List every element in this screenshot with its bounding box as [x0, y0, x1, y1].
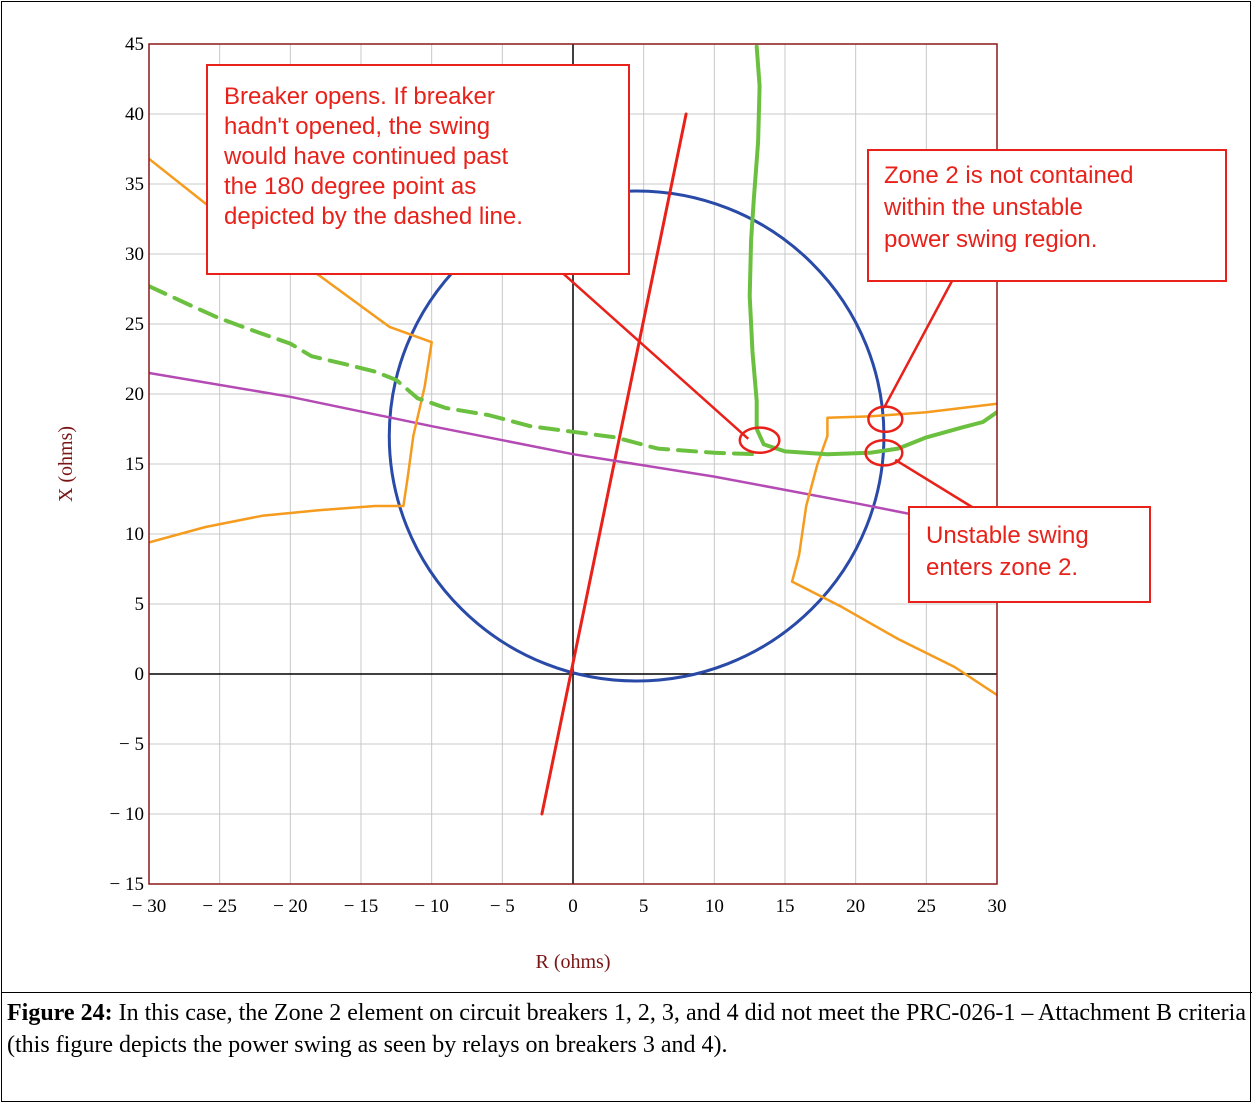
x-tick-label: 10 — [705, 896, 724, 917]
x-axis-title: R (ohms) — [536, 951, 611, 973]
annotation-text: would have continued past — [223, 143, 509, 170]
x-tick-label: − 5 — [490, 896, 515, 917]
y-tick-label: 0 — [135, 664, 145, 685]
x-tick-label: − 30 — [132, 896, 166, 917]
annotation-text: depicted by the dashed line. — [224, 203, 523, 230]
annotation-box — [206, 64, 630, 275]
line-angle-line — [540, 112, 688, 816]
plot-border — [148, 43, 998, 885]
annotation-text: power swing region. — [884, 226, 1097, 253]
annotation-text: the 180 degree point as — [224, 173, 476, 200]
annotation-text: hadn't opened, the swing — [224, 113, 490, 140]
highlight-circle — [867, 405, 904, 434]
caption-label: Figure 24: — [7, 1000, 113, 1026]
x-tick-label: − 20 — [273, 896, 307, 917]
y-tick-label: 20 — [125, 384, 144, 405]
x-tick-label: − 25 — [202, 896, 236, 917]
annotation-leader — [538, 251, 750, 440]
x-tick-label: 30 — [988, 896, 1007, 917]
annotation-box — [908, 506, 1151, 603]
annotation-leader — [882, 280, 954, 409]
chart-svg: − 30 − 25 − 20 − 15 − 10 − 5 0 5 10 15 20 25 30 − 15 −… — [55, 34, 1227, 973]
highlight-circle — [864, 438, 904, 467]
y-tick-label: 15 — [125, 454, 144, 475]
x-tick-label: 25 — [917, 896, 936, 917]
y-tick-label: 40 — [125, 104, 144, 125]
annotation-text: Breaker opens. If breaker — [224, 83, 495, 110]
x-tick-label: − 10 — [414, 896, 448, 917]
annotation-text: Unstable swing — [926, 522, 1089, 549]
y-tick-label: 35 — [125, 174, 144, 195]
y-tick-label: 30 — [125, 244, 144, 265]
x-tick-label: 20 — [846, 896, 865, 917]
y-tick-label: 25 — [125, 314, 144, 335]
x-tick-label: 0 — [568, 896, 578, 917]
mho-circle — [387, 189, 886, 683]
highlight-circle — [738, 426, 781, 455]
y-tick-label: 10 — [125, 524, 144, 545]
data-layer — [149, 44, 997, 816]
annotation-text: Zone 2 is not contained — [884, 162, 1134, 189]
x-tick-label: 5 — [639, 896, 649, 917]
annotation-text: within the unstable — [883, 194, 1083, 221]
annotation-leader — [894, 458, 973, 509]
y-tick-label: − 15 — [110, 874, 144, 895]
y-tick-label: − 5 — [119, 734, 144, 755]
annotation-box — [867, 149, 1227, 282]
annotations: Breaker opens. If breaker hadn't opened, … — [206, 64, 1227, 603]
y-tick-label: − 10 — [110, 804, 144, 825]
y-axis-title: X (ohms) — [55, 426, 77, 502]
tick-labels: − 30 − 25 − 20 − 15 − 10 − 5 0 5 10 15 20 25 30 − 15 −… — [110, 34, 1007, 917]
dashed-swing-curve — [149, 284, 759, 457]
blinder-curve — [149, 157, 433, 544]
y-tick-label: 5 — [135, 594, 145, 615]
swing-curve — [747, 44, 997, 457]
annotation-text: enters zone 2. — [926, 554, 1078, 581]
y-tick-label: 45 — [125, 34, 144, 55]
impedance-chart: − 30 − 25 − 20 − 15 − 10 − 5 0 5 10 15 20 25 30 − 15 −… — [2, 2, 1252, 992]
figure-caption: Figure 24: In this case, the Zone 2 elem… — [2, 992, 1252, 1103]
x-tick-label: 15 — [776, 896, 795, 917]
caption-text: In this case, the Zone 2 element on circ… — [7, 1000, 1246, 1058]
x-tick-label: − 15 — [344, 896, 378, 917]
